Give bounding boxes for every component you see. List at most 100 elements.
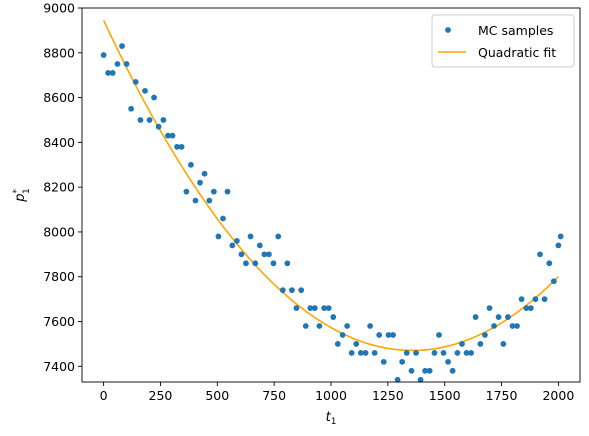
- scatter-point: [468, 349, 474, 356]
- scatter-point: [261, 251, 268, 258]
- x-tick-label: 1000: [315, 388, 347, 403]
- axes: 0 250 500 750 1000 1250 1500 1750 2000 7400 7600 78…: [43, 1, 581, 403]
- scatter-point: [527, 305, 534, 311]
- x-tick-label: 250: [149, 388, 173, 403]
- scatter-point: [537, 251, 543, 258]
- scatter-point: [431, 349, 438, 356]
- plot-area: [82, 8, 580, 382]
- scatter-point: [394, 376, 401, 383]
- scatter-point: [325, 305, 332, 311]
- scatter-point: [210, 188, 217, 195]
- scatter-point: [114, 61, 121, 67]
- y-tick-label: 8000: [43, 224, 75, 239]
- scatter-point: [348, 349, 355, 356]
- scatter-point: [316, 323, 323, 329]
- scatter-point: [408, 367, 415, 374]
- scatter-point: [482, 332, 488, 338]
- scatter-point: [449, 367, 456, 374]
- scatter-point: [500, 341, 507, 347]
- scatter-point: [183, 188, 190, 195]
- scatter-point: [178, 143, 185, 150]
- scatter-point: [376, 332, 383, 338]
- scatter-point: [293, 305, 300, 311]
- axis-labels: t1 p*1: [12, 188, 336, 427]
- scatter-point: [307, 305, 314, 311]
- y-tick-label: 8400: [43, 135, 75, 150]
- scatter-point: [463, 349, 470, 356]
- scatter-point: [550, 278, 557, 285]
- scatter-point: [100, 52, 107, 58]
- legend-label-mc-samples: MC samples: [478, 23, 553, 38]
- scatter-point: [399, 358, 406, 365]
- scatter-point: [215, 233, 222, 240]
- x-tick-label: 750: [262, 388, 286, 403]
- plot-background: [82, 8, 580, 382]
- scatter-point: [192, 197, 199, 204]
- scatter-point: [546, 260, 553, 267]
- scatter-point: [385, 332, 392, 338]
- scatter-point: [334, 341, 341, 347]
- scatter-point: [128, 105, 135, 112]
- scatter-point: [201, 170, 208, 177]
- scatter-point: [256, 242, 263, 249]
- y-tick-label: 9000: [43, 1, 75, 16]
- scatter-point: [142, 87, 148, 94]
- scatter-point: [298, 287, 305, 294]
- scatter-point: [486, 305, 493, 311]
- scatter-point: [514, 323, 520, 329]
- y-tick-label: 8600: [43, 90, 75, 105]
- legend-scatter-marker: [445, 27, 451, 33]
- legend-box: [431, 14, 575, 68]
- scatter-point: [454, 349, 461, 356]
- scatter-point: [557, 233, 564, 240]
- scatter-point: [367, 323, 374, 329]
- scatter-point: [403, 349, 410, 356]
- legend-label-quadratic-fit: Quadratic fit: [478, 45, 556, 60]
- scatter-point: [362, 349, 369, 356]
- scatter-point: [518, 296, 525, 303]
- scatter-point: [275, 233, 282, 240]
- scatter-point: [459, 341, 465, 347]
- scatter-point: [344, 323, 351, 329]
- y-tick-label: 7400: [43, 359, 75, 374]
- scatter-points-layer: [100, 43, 564, 383]
- x-tick-label: 1750: [486, 388, 518, 403]
- scatter-point: [165, 132, 171, 139]
- x-tick-label: 0: [100, 388, 108, 403]
- scatter-point: [353, 341, 360, 347]
- scatter-point: [288, 287, 295, 294]
- scatter-point: [105, 70, 112, 76]
- scatter-point: [197, 179, 203, 186]
- scatter-point: [123, 61, 130, 67]
- scatter-point: [233, 238, 240, 244]
- scatter-point: [491, 323, 497, 329]
- scatter-point: [541, 296, 548, 303]
- x-tick-label: 500: [205, 388, 229, 403]
- scatter-point: [160, 117, 167, 123]
- x-tick-label: 2000: [542, 388, 574, 403]
- scatter-point: [357, 349, 364, 356]
- y-tick-label: 8800: [43, 45, 75, 60]
- scatter-point: [477, 341, 484, 347]
- scatter-point: [532, 296, 539, 303]
- scatter-point: [523, 305, 530, 311]
- x-tick-label: 1500: [429, 388, 461, 403]
- scatter-point: [238, 251, 245, 258]
- scatter-point: [146, 117, 153, 123]
- scatter-point: [229, 242, 236, 249]
- scatter-point: [380, 358, 387, 365]
- scatter-point: [169, 132, 176, 139]
- scatter-point: [188, 161, 194, 168]
- scatter-point: [426, 367, 433, 374]
- scatter-point: [137, 117, 144, 123]
- x-tick-label: 1250: [372, 388, 404, 403]
- legend: MC samples Quadratic fit: [431, 14, 575, 68]
- scatter-point: [247, 233, 254, 240]
- scatter-point: [284, 260, 291, 267]
- scatter-point: [417, 376, 424, 383]
- scatter-point: [505, 314, 511, 320]
- scatter-point: [390, 332, 396, 338]
- scatter-point: [330, 314, 337, 320]
- scatter-point: [472, 314, 479, 320]
